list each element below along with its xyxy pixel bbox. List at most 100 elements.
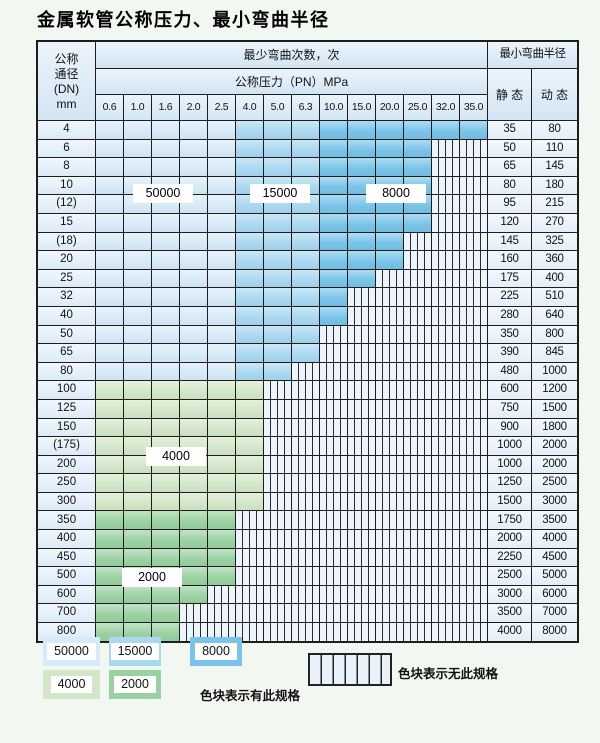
cycle-count-label: 8000	[366, 184, 426, 203]
spec-available-cell	[180, 567, 207, 585]
spec-unavailable-cell	[460, 362, 487, 381]
spec-unavailable-cell	[376, 623, 403, 641]
static-radius-cell: 2250	[488, 548, 531, 567]
pressure-col-header: 2.5	[208, 95, 235, 120]
spec-available-cell	[124, 585, 151, 604]
spec-available-cell	[292, 269, 319, 288]
static-radius-cell: 4000	[488, 623, 531, 641]
pressure-header: 公称压力（PN）MPa	[96, 69, 487, 94]
spec-available-cell	[348, 213, 375, 232]
legend-swatch-label: 2000	[114, 676, 156, 693]
dn-label-cell: (18)	[38, 232, 95, 251]
spec-unavailable-cell	[376, 530, 403, 548]
spec-unavailable-cell	[236, 604, 263, 623]
spec-available-cell	[96, 288, 123, 306]
spec-unavailable-cell	[320, 455, 347, 474]
spec-unavailable-cell	[348, 548, 375, 567]
spec-available-cell	[180, 511, 207, 530]
static-radius-cell: 2000	[488, 530, 531, 548]
spec-unavailable-cell	[404, 604, 431, 623]
spec-available-cell	[264, 158, 291, 176]
spec-unavailable-cell	[432, 344, 459, 362]
spec-unavailable-cell	[460, 530, 487, 548]
spec-available-cell	[348, 121, 375, 139]
spec-available-cell	[292, 288, 319, 306]
spec-available-cell	[236, 399, 263, 418]
spec-table: 公称 通径 (DN) mm 最少弯曲次数，次 最小弯曲半径 公称压力（PN）MP…	[36, 40, 579, 643]
spec-available-cell	[96, 232, 123, 251]
bend-cycles-header: 最少弯曲次数，次	[96, 42, 487, 68]
spec-available-cell	[124, 455, 151, 474]
spec-unavailable-cell	[320, 623, 347, 641]
static-radius-cell: 390	[488, 344, 531, 362]
spec-unavailable-cell	[460, 288, 487, 306]
dynamic-radius-cell: 2000	[532, 437, 577, 455]
dynamic-radius-cell: 1200	[532, 381, 577, 399]
spec-available-cell	[208, 121, 235, 139]
spec-unavailable-cell	[432, 585, 459, 604]
spec-available-cell	[208, 437, 235, 455]
spec-unavailable-cell	[264, 492, 291, 511]
static-radius-cell: 350	[488, 325, 531, 344]
spec-available-cell	[320, 158, 347, 176]
spec-available-cell	[264, 362, 291, 381]
spec-available-cell	[124, 139, 151, 158]
spec-available-cell	[124, 325, 151, 344]
spec-unavailable-cell	[348, 474, 375, 492]
spec-unavailable-cell	[432, 362, 459, 381]
spec-available-cell	[152, 492, 179, 511]
spec-available-cell	[152, 604, 179, 623]
spec-available-cell	[124, 381, 151, 399]
dn-label-cell: 500	[38, 567, 95, 585]
spec-unavailable-cell	[292, 437, 319, 455]
spec-unavailable-cell	[320, 530, 347, 548]
static-radius-cell: 480	[488, 362, 531, 381]
spec-unavailable-cell	[292, 381, 319, 399]
spec-unavailable-cell	[460, 474, 487, 492]
spec-unavailable-cell	[404, 548, 431, 567]
dynamic-radius-cell: 845	[532, 344, 577, 362]
static-radius-cell: 35	[488, 121, 531, 139]
spec-unavailable-cell	[460, 381, 487, 399]
legend-swatch-2000: 2000	[109, 670, 161, 699]
spec-available-cell	[180, 362, 207, 381]
spec-available-cell	[264, 269, 291, 288]
spec-available-cell	[152, 325, 179, 344]
dynamic-radius-cell: 215	[532, 195, 577, 213]
pressure-col-header: 10.0	[320, 95, 347, 120]
legend-present-text: 色块表示有此规格	[200, 689, 301, 703]
spec-unavailable-cell	[432, 158, 459, 176]
spec-unavailable-cell	[376, 418, 403, 437]
spec-available-cell	[236, 381, 263, 399]
spec-available-cell	[124, 511, 151, 530]
spec-available-cell	[96, 604, 123, 623]
spec-available-cell	[208, 418, 235, 437]
static-radius-cell: 120	[488, 213, 531, 232]
spec-unavailable-cell	[208, 623, 235, 641]
spec-available-cell	[96, 121, 123, 139]
spec-unavailable-cell	[320, 437, 347, 455]
pressure-col-header: 20.0	[376, 95, 403, 120]
spec-unavailable-cell	[460, 251, 487, 269]
legend-swatch-label: 50000	[47, 643, 96, 660]
dynamic-radius-cell: 145	[532, 158, 577, 176]
spec-available-cell	[320, 213, 347, 232]
spec-available-cell	[96, 418, 123, 437]
spec-unavailable-cell	[292, 474, 319, 492]
spec-unavailable-cell	[376, 269, 403, 288]
spec-unavailable-cell	[376, 604, 403, 623]
spec-unavailable-cell	[376, 399, 403, 418]
spec-unavailable-cell	[460, 604, 487, 623]
dynamic-radius-cell: 3000	[532, 492, 577, 511]
static-radius-cell: 1000	[488, 455, 531, 474]
page-title: 金属软管公称压力、最小弯曲半径	[37, 10, 330, 31]
spec-unavailable-cell	[404, 269, 431, 288]
spec-unavailable-cell	[236, 511, 263, 530]
spec-unavailable-cell	[348, 623, 375, 641]
legend-swatch-15000: 15000	[109, 637, 161, 666]
spec-unavailable-cell	[460, 511, 487, 530]
dn-label-cell: 150	[38, 418, 95, 437]
spec-table-grid: 公称 通径 (DN) mm 最少弯曲次数，次 最小弯曲半径 公称压力（PN）MP…	[36, 40, 579, 643]
spec-available-cell	[96, 399, 123, 418]
legend-swatch-4000: 4000	[43, 670, 100, 699]
